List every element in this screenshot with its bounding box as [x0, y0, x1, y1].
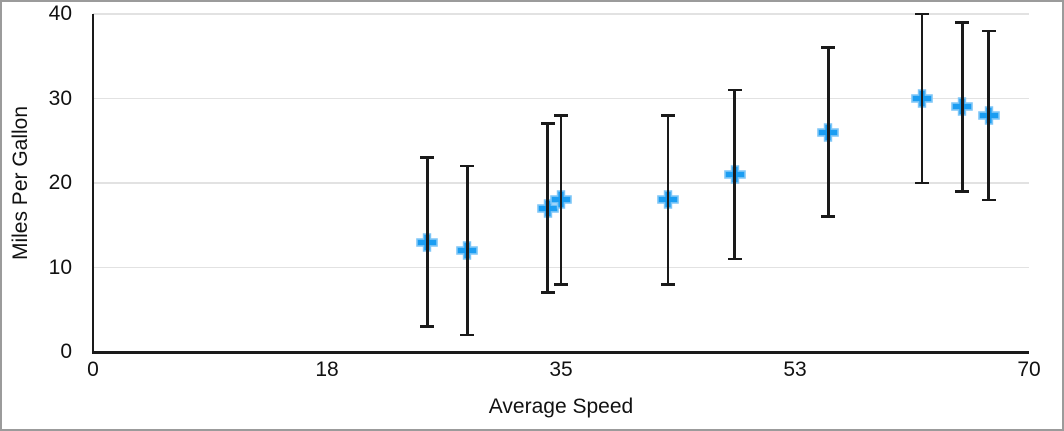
- error-bar-bottom-cap: [460, 333, 475, 337]
- error-bar-bottom-cap: [915, 181, 930, 185]
- gridline: [93, 13, 1029, 15]
- error-bar: [466, 166, 469, 336]
- error-bar-top-cap: [727, 88, 742, 92]
- y-axis-line: [91, 14, 95, 352]
- y-tick-label: 0: [60, 340, 72, 363]
- error-bar: [666, 115, 670, 285]
- error-bar: [559, 115, 563, 285]
- x-tick-label: 18: [315, 358, 339, 381]
- error-bar-top-cap: [915, 12, 930, 16]
- error-bar-top-cap: [460, 164, 475, 168]
- error-bar-bottom-cap: [727, 257, 742, 261]
- error-bar-bottom-cap: [981, 198, 996, 202]
- error-bar-bottom-cap: [554, 283, 568, 286]
- error-bar: [733, 90, 737, 260]
- error-bar: [546, 123, 550, 293]
- error-bar: [827, 47, 830, 217]
- x-axis-title: Average Speed: [488, 395, 634, 418]
- error-bar: [920, 14, 924, 183]
- error-bar: [960, 22, 964, 192]
- x-tick-label: 35: [549, 358, 573, 381]
- error-bar-top-cap: [981, 29, 996, 33]
- error-bar-bottom-cap: [821, 215, 836, 219]
- y-tick-label: 30: [48, 86, 72, 110]
- error-bar: [425, 157, 429, 327]
- error-bar-top-cap: [540, 122, 555, 126]
- error-bar-top-cap: [420, 156, 435, 160]
- error-bar-bottom-cap: [660, 283, 675, 286]
- gridline: [93, 97, 1029, 100]
- error-bar-top-cap: [821, 46, 836, 50]
- x-tick-label: 70: [1017, 358, 1041, 381]
- y-tick-label: 40: [48, 2, 72, 25]
- x-tick-label: 0: [87, 358, 99, 381]
- error-bar-top-cap: [955, 21, 970, 24]
- y-tick-label: 10: [48, 255, 72, 279]
- error-bar-bottom-cap: [420, 325, 435, 329]
- error-bar-top-cap: [554, 114, 568, 117]
- x-tick-label: 53: [783, 358, 807, 381]
- error-bar-bottom-cap: [540, 291, 555, 295]
- error-bar: [987, 30, 991, 200]
- error-bar-top-cap: [660, 114, 675, 117]
- error-bar-bottom-cap: [955, 190, 970, 193]
- x-axis-line: [91, 350, 1029, 354]
- y-tick-label: 20: [48, 171, 72, 194]
